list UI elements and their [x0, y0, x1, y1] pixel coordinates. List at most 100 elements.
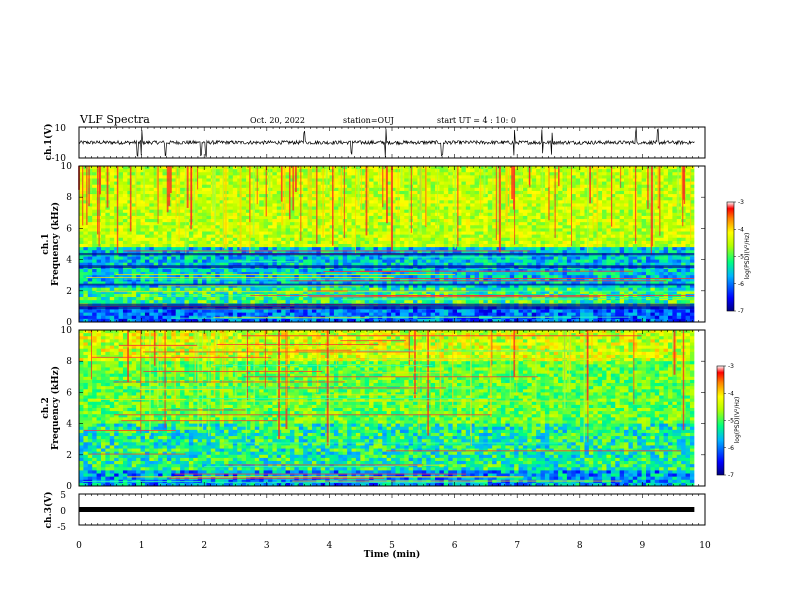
spectrogram-cell [316, 169, 322, 173]
spectrogram-cell [184, 240, 190, 245]
spectrogram-cell [193, 228, 199, 232]
spectrogram-cell [232, 203, 238, 207]
spectrogram-cell [588, 187, 594, 192]
spectrogram-cell [531, 237, 537, 242]
spectrogram-cell [637, 181, 643, 186]
spectrogram-cell [342, 225, 348, 229]
spectrogram-cell [667, 178, 673, 182]
spectrogram-cell [628, 175, 634, 179]
spectrogram-cell [158, 262, 163, 267]
spectrogram-cell [153, 203, 159, 207]
spectrogram-cell [527, 206, 533, 211]
spectrogram-cell [149, 240, 155, 245]
spectrogram-cell [369, 200, 374, 204]
spectrogram-cell [492, 194, 497, 198]
spectrogram-cell [303, 194, 308, 198]
spectrogram-cell [386, 234, 392, 239]
spectrogram-cell [597, 231, 603, 236]
spectrogram-cell [553, 190, 559, 195]
spectrogram-cell [663, 184, 669, 189]
spectrogram-cell [215, 256, 221, 260]
spectrogram-cell [219, 268, 225, 273]
spectrogram-cell [457, 166, 462, 170]
spectrogram-cell [215, 225, 221, 229]
spectrogram-cell [202, 203, 207, 207]
spectrogram-cell [602, 206, 607, 211]
spectrogram-cell [180, 194, 185, 198]
spectrogram-cell [276, 194, 282, 198]
spectrogram-cell [606, 203, 612, 207]
spectrogram-cell [351, 256, 357, 260]
spectrogram-cell [118, 247, 124, 251]
spectrogram-cell [175, 197, 181, 201]
spectrogram-cell [386, 175, 392, 179]
spectrogram-cell [500, 215, 506, 220]
spectrogram-cell [580, 203, 585, 207]
spectrogram-cell [681, 203, 686, 207]
spectrogram-cell [333, 200, 339, 204]
spectrogram-cell [338, 234, 344, 239]
spectrogram-cell [562, 240, 568, 245]
spectrogram-cell [228, 237, 234, 242]
spectrogram-cell [219, 247, 225, 251]
spectrogram-cell [457, 259, 462, 264]
spectrogram-cell [184, 256, 190, 260]
spectrogram-cell [281, 187, 286, 192]
spectrogram-cell [413, 256, 418, 260]
spectrogram-cell [171, 225, 177, 229]
spectrogram-cell [311, 166, 317, 170]
spectrogram-cell [364, 262, 370, 267]
spectrogram-cell [580, 184, 585, 189]
spectrogram-cell [421, 169, 427, 173]
spectrogram-cell [659, 178, 664, 182]
spectrogram-cell [166, 206, 172, 211]
spectrogram-cell [351, 175, 357, 179]
spectrogram-cell [96, 247, 102, 251]
spectrogram-cell [87, 215, 93, 220]
spectrogram-cell [641, 203, 647, 207]
spectrogram-cell [338, 240, 344, 245]
spectrogram-cell [527, 222, 533, 226]
spectrogram-cell [619, 240, 625, 245]
spectrogram-cell [259, 234, 265, 239]
spectrogram-cell [136, 184, 141, 189]
spectrogram-cell [342, 259, 348, 264]
ch1-ytick-top: 10 [55, 124, 67, 134]
spectrogram-cell [351, 247, 357, 251]
spectrogram-cell [289, 222, 295, 226]
spectrogram-cell [588, 203, 594, 207]
spectrogram-cell [404, 215, 410, 220]
spectrogram-cell [584, 203, 590, 207]
spectrogram-cell [241, 247, 247, 251]
spectrogram-cell [347, 228, 352, 232]
spectrogram-cell [83, 215, 89, 220]
spectrogram-cell [584, 181, 590, 186]
spectrogram-cell [333, 225, 339, 229]
spectrogram-cell [500, 228, 506, 232]
spectrogram-cell [439, 234, 445, 239]
spectrogram-cell [659, 219, 664, 223]
spectrogram-cell [430, 178, 436, 182]
spectrogram-cell [448, 225, 454, 229]
spectrogram-cell [175, 169, 181, 173]
spectrogram-cell [430, 209, 436, 214]
spectrogram-cell [250, 262, 256, 267]
spectrogram-cell [500, 219, 506, 223]
spectrogram-cell [202, 172, 207, 176]
spectrogram-cell [536, 187, 541, 192]
spectrogram-cell [316, 215, 322, 220]
spectrogram-cell [136, 244, 141, 248]
spectrogram-cell [593, 228, 599, 232]
spectrogram-cell [584, 262, 590, 267]
spectrogram-cell [628, 259, 634, 264]
spectrogram-cell [689, 250, 695, 254]
spectrogram-cell [272, 262, 278, 267]
spectrogram-cell [575, 256, 581, 260]
spectrogram-cell [259, 262, 265, 267]
spectrogram-cell [351, 206, 357, 211]
spectrogram-cell [382, 219, 388, 223]
spectrogram-cell [276, 184, 282, 189]
spectrogram-cell [289, 256, 295, 260]
spectrogram-cell [465, 190, 471, 195]
spectrogram-cell [228, 181, 234, 186]
